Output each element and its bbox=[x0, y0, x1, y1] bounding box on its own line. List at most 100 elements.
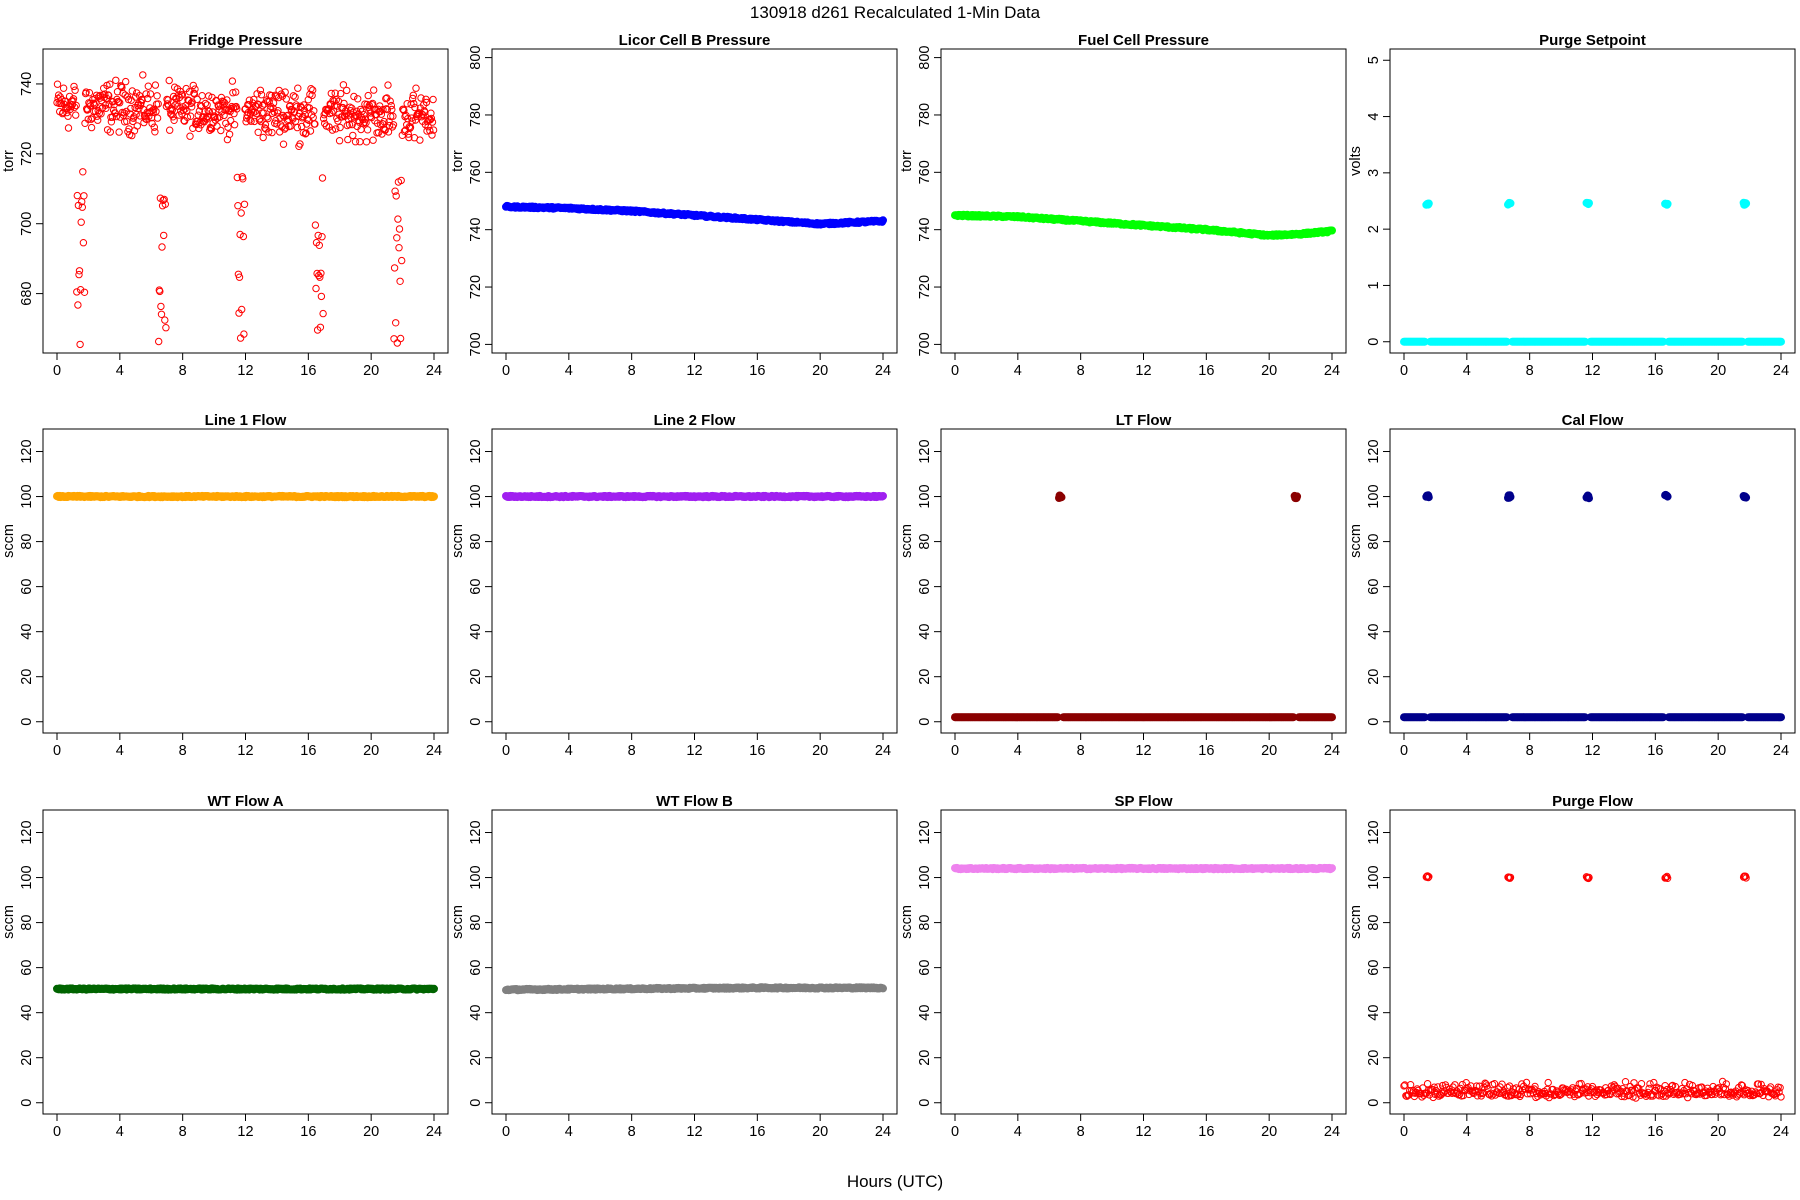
x-tick-label: 4 bbox=[116, 363, 124, 379]
y-tick-label: 0 bbox=[468, 1099, 484, 1107]
y-tick-label: 60 bbox=[917, 579, 933, 595]
data-point bbox=[69, 95, 78, 103]
data-point bbox=[429, 984, 438, 993]
x-tick-label: 4 bbox=[116, 743, 124, 759]
data-point bbox=[112, 76, 120, 85]
x-tick-label: 20 bbox=[363, 743, 379, 759]
data-point bbox=[340, 99, 348, 108]
panel-title: Licor Cell B Pressure bbox=[619, 32, 771, 49]
data-point bbox=[91, 95, 99, 103]
x-tick-label: 12 bbox=[237, 743, 253, 759]
y-tick-label: 20 bbox=[917, 669, 933, 685]
data-point bbox=[1328, 226, 1337, 235]
data-point bbox=[224, 123, 232, 131]
y-tick-label: 20 bbox=[19, 1050, 35, 1066]
data-point bbox=[267, 91, 276, 100]
data-point bbox=[106, 128, 115, 136]
data-point bbox=[429, 95, 437, 104]
data-point bbox=[317, 269, 325, 277]
x-tick-label: 12 bbox=[237, 363, 253, 379]
x-tick-label: 12 bbox=[1135, 363, 1151, 379]
data-point bbox=[348, 120, 356, 129]
series-points bbox=[951, 491, 1337, 722]
panel-title: Purge Setpoint bbox=[1539, 32, 1646, 49]
y-tick-label: 60 bbox=[917, 960, 933, 976]
data-point bbox=[358, 107, 366, 115]
x-tick-label: 24 bbox=[426, 1124, 442, 1140]
data-point bbox=[194, 111, 203, 119]
y-tick-label: 20 bbox=[468, 669, 484, 685]
data-point bbox=[72, 101, 80, 110]
data-point bbox=[360, 111, 368, 119]
data-point bbox=[150, 123, 159, 131]
y-axis-label: sccm bbox=[1348, 524, 1364, 558]
data-point bbox=[329, 107, 338, 115]
data-point bbox=[127, 104, 135, 113]
data-point bbox=[302, 129, 310, 137]
panel-title: Fridge Pressure bbox=[188, 32, 302, 49]
x-tick-label: 24 bbox=[426, 363, 442, 379]
data-point bbox=[356, 138, 364, 146]
data-point bbox=[133, 122, 142, 130]
data-point bbox=[255, 101, 263, 109]
y-axis-label: sccm bbox=[1, 905, 17, 939]
data-point bbox=[85, 89, 94, 97]
data-point bbox=[294, 84, 302, 92]
x-tick-label: 12 bbox=[686, 743, 702, 759]
y-tick-label: 720 bbox=[19, 142, 35, 166]
data-point bbox=[332, 125, 340, 133]
y-tick-label: 2 bbox=[1366, 225, 1382, 233]
y-tick-label: 80 bbox=[19, 534, 35, 550]
data-point bbox=[160, 195, 168, 204]
data-point bbox=[1328, 713, 1337, 722]
y-axis-label: sccm bbox=[450, 524, 466, 558]
data-point bbox=[170, 116, 178, 125]
data-point bbox=[404, 115, 412, 123]
data-point bbox=[232, 88, 240, 96]
x-tick-label: 20 bbox=[363, 1124, 379, 1140]
data-point bbox=[287, 122, 295, 130]
data-point bbox=[349, 131, 357, 140]
series-points bbox=[1400, 198, 1786, 346]
series-points bbox=[501, 491, 888, 502]
y-tick-label: 40 bbox=[468, 624, 484, 640]
data-point bbox=[238, 305, 246, 314]
x-tick-label: 24 bbox=[426, 743, 442, 759]
data-point bbox=[263, 113, 271, 121]
x-tick-label: 24 bbox=[875, 363, 891, 379]
plot-frame bbox=[1389, 48, 1796, 354]
data-point bbox=[319, 309, 327, 318]
data-point bbox=[337, 89, 345, 98]
data-point bbox=[74, 301, 82, 309]
x-tick-label: 0 bbox=[53, 743, 61, 759]
data-point bbox=[116, 99, 124, 107]
data-point bbox=[73, 191, 82, 200]
data-point bbox=[339, 81, 348, 89]
data-point bbox=[416, 136, 424, 144]
plot-frame bbox=[940, 48, 1347, 354]
y-tick-label: 20 bbox=[19, 669, 35, 685]
x-tick-label: 20 bbox=[812, 743, 828, 759]
x-tick-label: 8 bbox=[1077, 743, 1085, 759]
data-point bbox=[311, 120, 319, 128]
data-point bbox=[132, 110, 140, 119]
data-point bbox=[105, 91, 113, 100]
x-tick-label: 16 bbox=[1647, 743, 1663, 759]
data-point bbox=[269, 99, 278, 107]
data-point bbox=[363, 126, 372, 134]
data-point bbox=[213, 122, 221, 130]
panel-title: WT Flow A bbox=[207, 793, 283, 810]
data-point bbox=[227, 116, 235, 125]
y-tick-label: 0 bbox=[468, 718, 484, 726]
data-point bbox=[252, 109, 261, 118]
data-point bbox=[115, 128, 123, 136]
data-point bbox=[53, 80, 62, 88]
panel-title: Fuel Cell Pressure bbox=[1078, 32, 1209, 49]
data-point bbox=[270, 108, 278, 116]
y-tick-label: 120 bbox=[19, 820, 35, 844]
data-point bbox=[107, 118, 116, 126]
y-tick-label: 80 bbox=[468, 534, 484, 550]
